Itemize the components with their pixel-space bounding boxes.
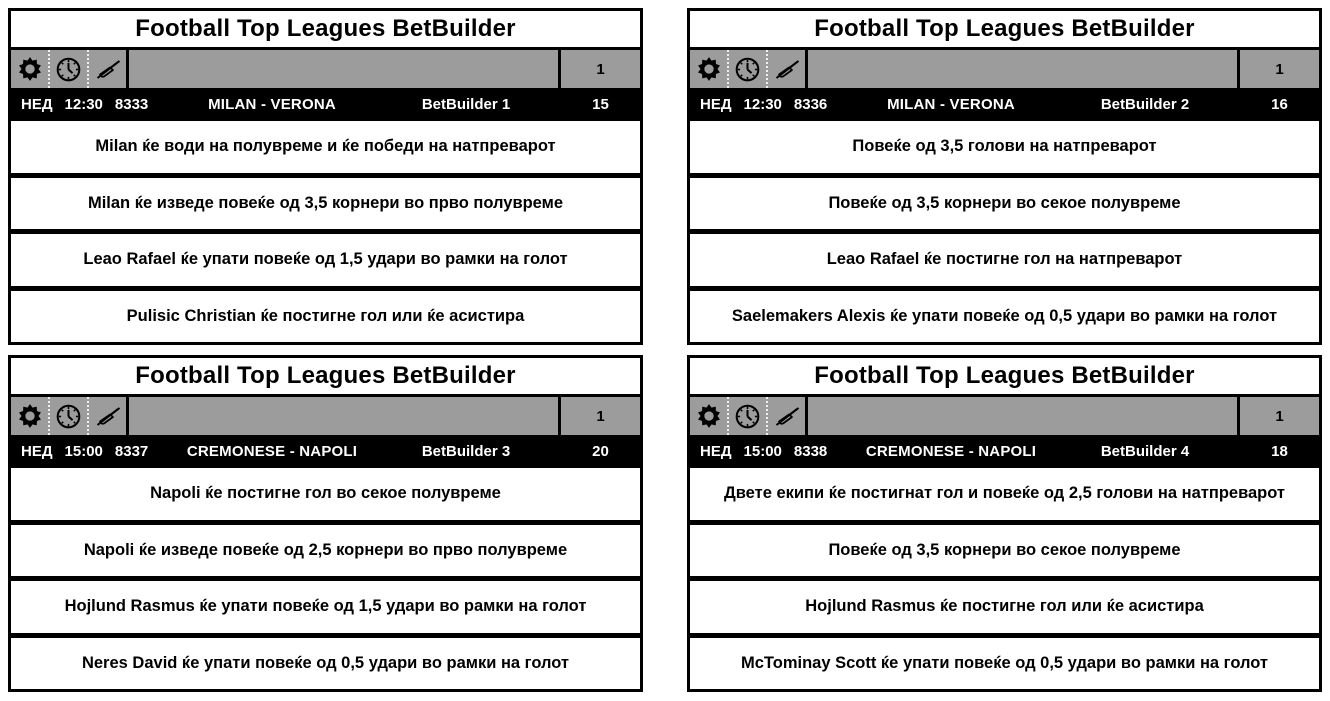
clock-button[interactable] [50, 397, 89, 435]
bet-leg[interactable]: Napoli ќе изведе повеќе од 2,5 корнери в… [11, 519, 640, 576]
clock-button[interactable] [729, 397, 768, 435]
bet-leg[interactable]: Napoli ќе постигне гол во секое полуврем… [11, 468, 640, 520]
clock-icon [55, 403, 82, 430]
bet-leg[interactable]: Двете екипи ќе постигнат гол и повеќе од… [690, 468, 1319, 520]
match-time: 15:00 [743, 443, 782, 460]
match-time: 15:00 [64, 443, 103, 460]
match-schedule: НЕД 15:00 8338 [690, 443, 852, 460]
betbuilder-label: BetBuilder 3 [421, 443, 511, 460]
match-header[interactable]: НЕД 15:00 8337 CREMONESE - NAPOLI BetBui… [11, 435, 640, 468]
match-time: 12:30 [743, 96, 782, 113]
match-code: 8338 [793, 443, 828, 460]
match-day: НЕД [700, 96, 732, 113]
pen-slash-button[interactable] [89, 397, 129, 435]
clock-button[interactable] [50, 50, 89, 88]
sun-button[interactable] [690, 50, 729, 88]
card-title: Football Top Leagues BetBuilder [11, 358, 640, 397]
betbuilder-label: BetBuilder 2 [1100, 96, 1190, 113]
page-count: 1 [1275, 407, 1284, 425]
bet-leg[interactable]: Повеќе од 3,5 корнери во секое полувреме [690, 172, 1319, 229]
match-header[interactable]: НЕД 12:30 8333 MILAN - VERONA BetBuilder… [11, 88, 640, 121]
pen-slash-icon [93, 404, 123, 428]
bet-leg[interactable]: Milan ќе води на полувреме и ќе победи н… [11, 121, 640, 173]
clock-icon [55, 56, 82, 83]
match-code: 8336 [793, 96, 828, 113]
clock-icon [734, 403, 761, 430]
betbuilder-card-3: Football Top Leagues BetBuilder 1 НЕД 15… [8, 355, 643, 692]
betbuilder-card-1: Football Top Leagues BetBuilder 1 НЕД 12… [8, 8, 643, 345]
sun-button[interactable] [11, 50, 50, 88]
match-header[interactable]: НЕД 12:30 8336 MILAN - VERONA BetBuilder… [690, 88, 1319, 121]
toolbar-spacer [808, 397, 1240, 435]
pen-slash-icon [772, 404, 802, 428]
sun-icon [17, 56, 43, 82]
toolbar-spacer [808, 50, 1240, 88]
card-title: Football Top Leagues BetBuilder [11, 11, 640, 50]
pen-slash-button[interactable] [89, 50, 129, 88]
match-odds: 20 [592, 443, 609, 460]
match-odds: 15 [592, 96, 609, 113]
bet-leg[interactable]: Повеќе од 3,5 голови на натпреварот [690, 121, 1319, 173]
match-schedule: НЕД 12:30 8333 [11, 96, 173, 113]
card-toolbar: 1 [11, 50, 640, 88]
match-day: НЕД [21, 443, 53, 460]
match-schedule: НЕД 12:30 8336 [690, 96, 852, 113]
bet-leg[interactable]: McTominay Scott ќе упати повеќе од 0,5 у… [690, 632, 1319, 689]
pen-slash-button[interactable] [768, 50, 808, 88]
bet-leg[interactable]: Pulisic Christian ќе постигне гол или ќе… [11, 285, 640, 342]
bet-legs: Napoli ќе постигне гол во секое полуврем… [11, 468, 640, 689]
betbuilder-card-2: Football Top Leagues BetBuilder 1 НЕД 12… [687, 8, 1322, 345]
match-code: 8333 [114, 96, 149, 113]
match-day: НЕД [21, 96, 53, 113]
sun-icon [696, 56, 722, 82]
clock-button[interactable] [729, 50, 768, 88]
bet-legs: Повеќе од 3,5 голови на натпреварот Пове… [690, 121, 1319, 342]
sun-icon [17, 403, 43, 429]
bet-leg[interactable]: Hojlund Rasmus ќе упати повеќе од 1,5 уд… [11, 576, 640, 633]
pen-slash-button[interactable] [768, 397, 808, 435]
pen-slash-icon [93, 57, 123, 81]
page-count: 1 [1275, 60, 1284, 78]
match-odds: 16 [1271, 96, 1288, 113]
card-title: Football Top Leagues BetBuilder [690, 358, 1319, 397]
page-count: 1 [596, 407, 605, 425]
sun-button[interactable] [11, 397, 50, 435]
sun-button[interactable] [690, 397, 729, 435]
match-teams: CREMONESE - NAPOLI [186, 443, 358, 460]
match-time: 12:30 [64, 96, 103, 113]
page-count: 1 [596, 60, 605, 78]
match-teams: MILAN - VERONA [208, 96, 336, 113]
card-title: Football Top Leagues BetBuilder [690, 11, 1319, 50]
card-toolbar: 1 [690, 50, 1319, 88]
card-toolbar: 1 [690, 397, 1319, 435]
match-odds: 18 [1271, 443, 1288, 460]
betbuilder-label: BetBuilder 4 [1100, 443, 1190, 460]
bet-leg[interactable]: Leao Rafael ќе постигне гол на натпревар… [690, 229, 1319, 286]
toolbar-spacer [129, 397, 561, 435]
bet-leg[interactable]: Hojlund Rasmus ќе постигне гол или ќе ас… [690, 576, 1319, 633]
match-teams: MILAN - VERONA [887, 96, 1015, 113]
betbuilder-label: BetBuilder 1 [421, 96, 511, 113]
match-schedule: НЕД 15:00 8337 [11, 443, 173, 460]
bet-leg[interactable]: Milan ќе изведе повеќе од 3,5 корнери во… [11, 172, 640, 229]
bet-leg[interactable]: Повеќе од 3,5 корнери во секое полувреме [690, 519, 1319, 576]
card-toolbar: 1 [11, 397, 640, 435]
match-header[interactable]: НЕД 15:00 8338 CREMONESE - NAPOLI BetBui… [690, 435, 1319, 468]
bet-leg[interactable]: Neres David ќе упати повеќе од 0,5 удари… [11, 632, 640, 689]
match-day: НЕД [700, 443, 732, 460]
toolbar-spacer [129, 50, 561, 88]
sun-icon [696, 403, 722, 429]
bet-leg[interactable]: Leao Rafael ќе упати повеќе од 1,5 удари… [11, 229, 640, 286]
match-teams: CREMONESE - NAPOLI [865, 443, 1037, 460]
betbuilder-card-4: Football Top Leagues BetBuilder 1 НЕД 15… [687, 355, 1322, 692]
clock-icon [734, 56, 761, 83]
match-code: 8337 [114, 443, 149, 460]
bet-leg[interactable]: Saelemakers Alexis ќе упати повеќе од 0,… [690, 285, 1319, 342]
bet-legs: Двете екипи ќе постигнат гол и повеќе од… [690, 468, 1319, 689]
pen-slash-icon [772, 57, 802, 81]
bet-legs: Milan ќе води на полувреме и ќе победи н… [11, 121, 640, 342]
